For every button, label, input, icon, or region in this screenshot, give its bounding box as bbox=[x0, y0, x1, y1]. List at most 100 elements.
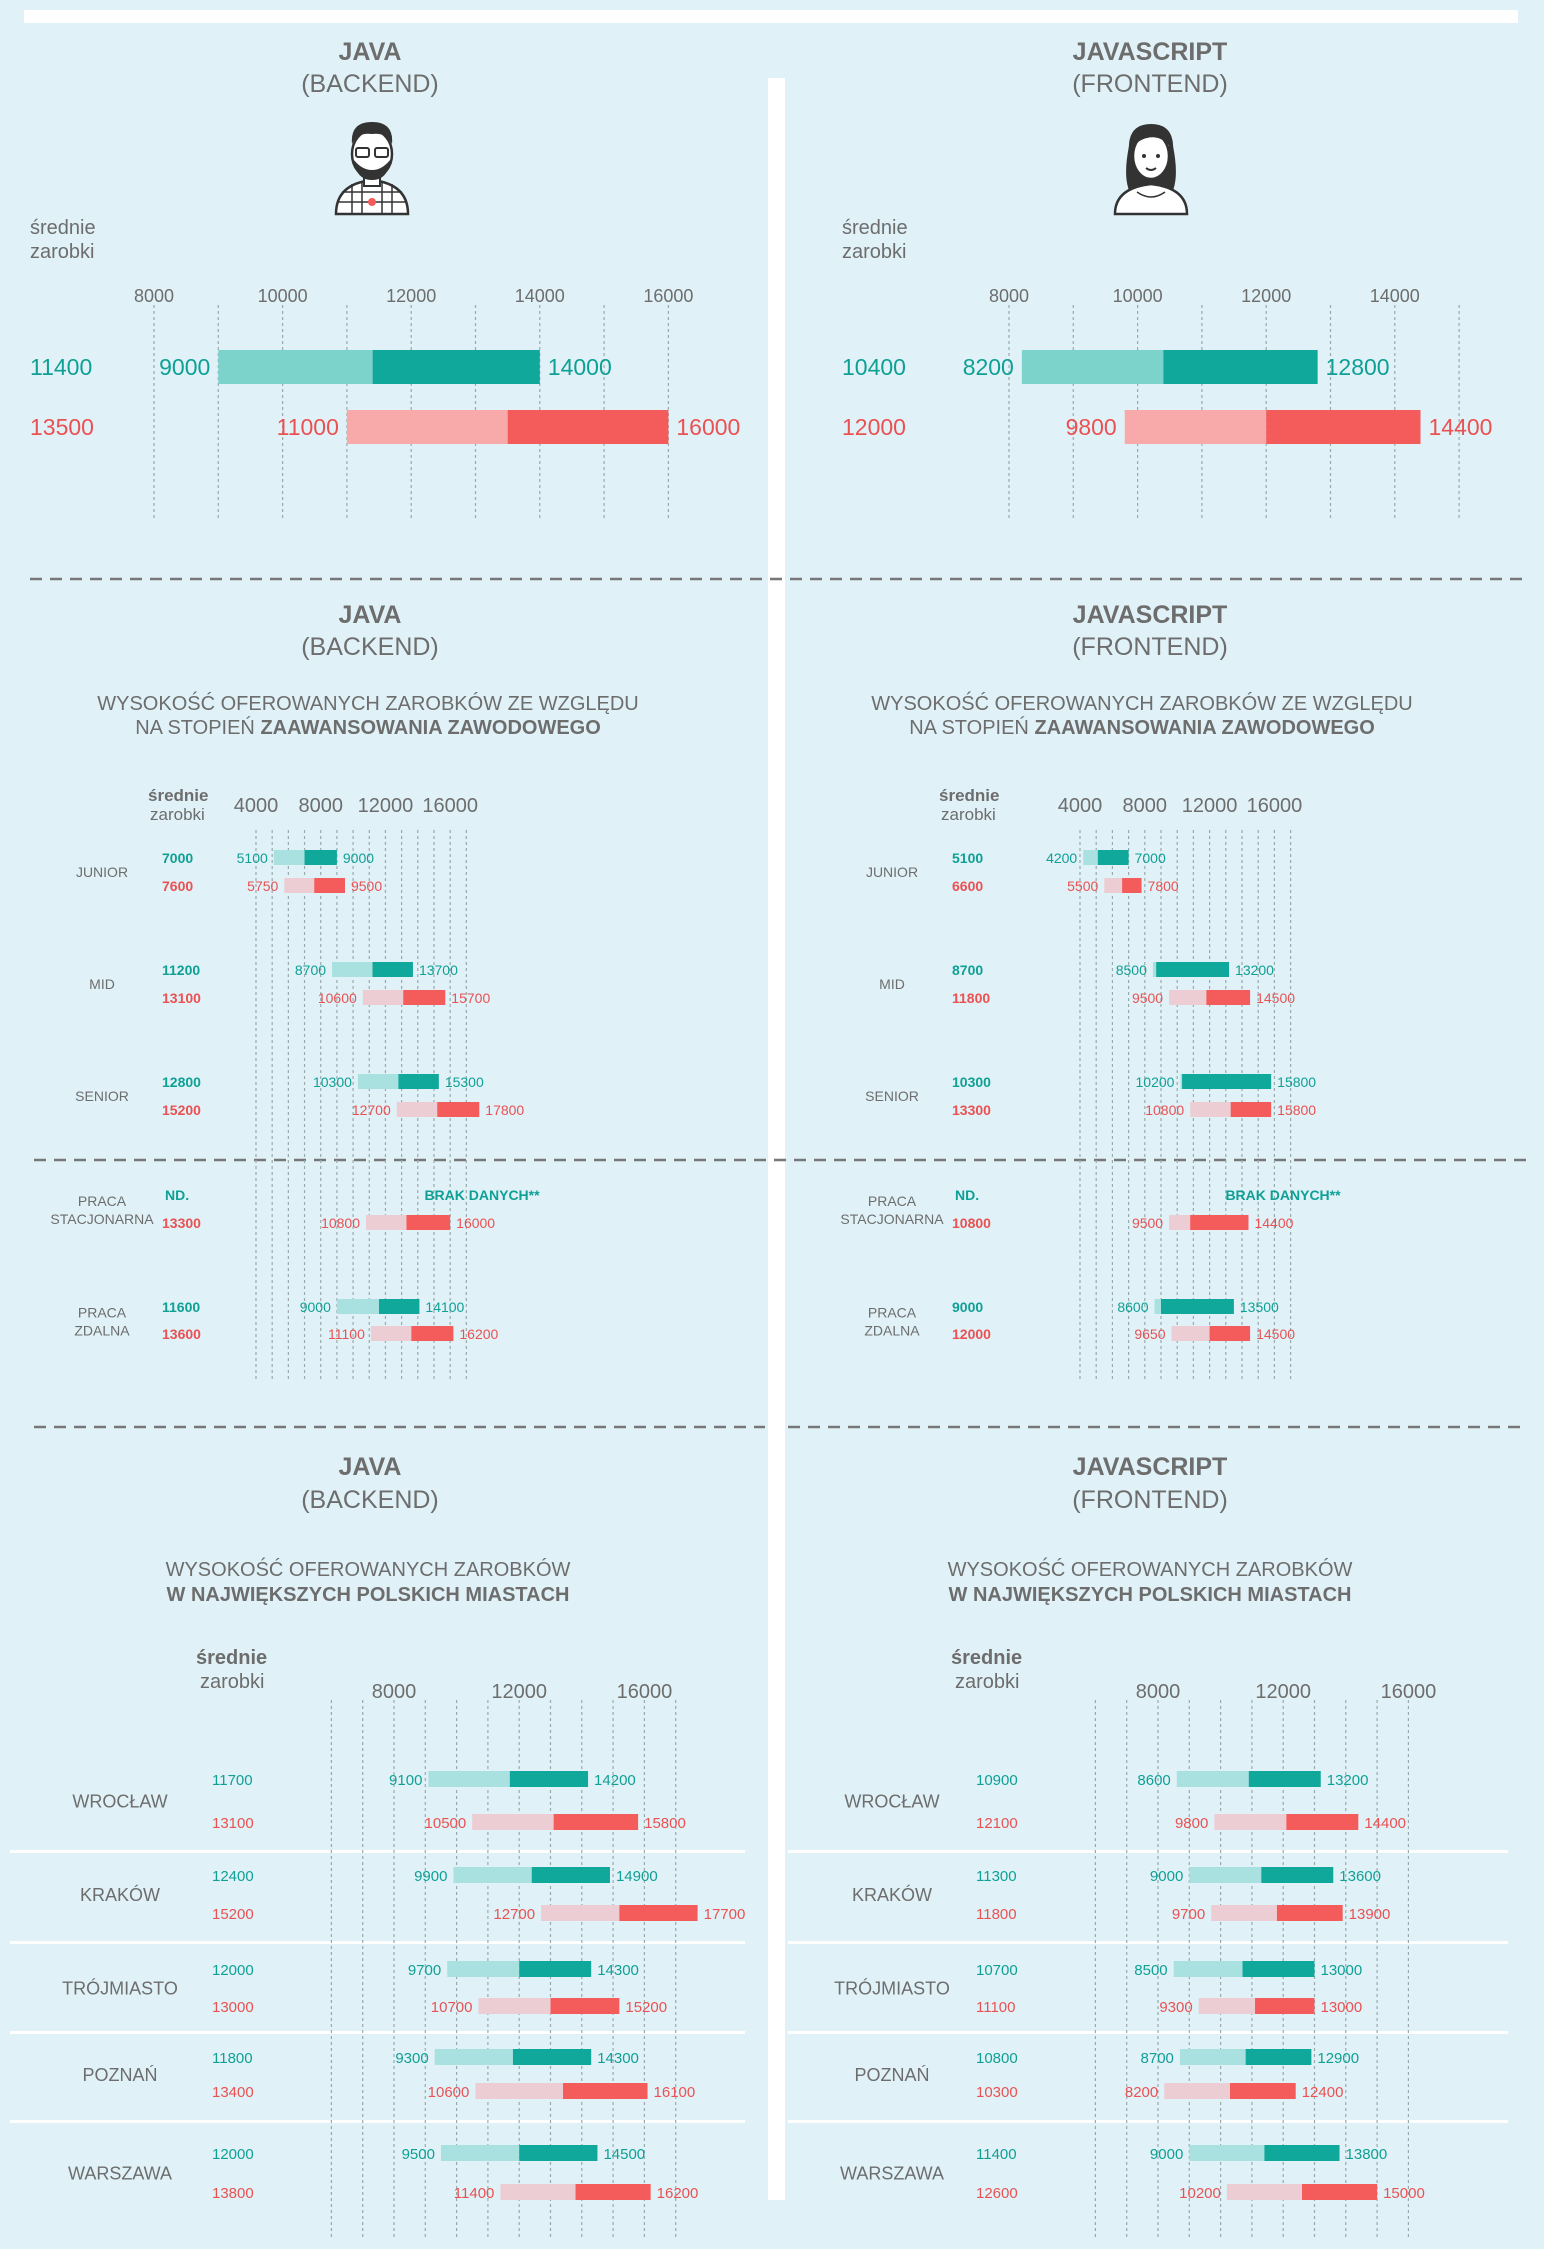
min-value: 10800 bbox=[1145, 1102, 1184, 1118]
tick-label: 16000 bbox=[617, 1681, 673, 1703]
city-row-divider-right-3 bbox=[788, 2120, 1508, 2123]
min-value: 9100 bbox=[389, 1772, 422, 1789]
min-value: 8600 bbox=[1137, 1772, 1170, 1789]
min-value: 8700 bbox=[1141, 2050, 1174, 2067]
level-heading-line1-right: WYSOKOŚĆ OFEROWANYCH ZAROBKÓW ZE WZGLĘDU bbox=[871, 691, 1413, 715]
tick-label: 12000 bbox=[386, 286, 436, 306]
max-value: 15200 bbox=[625, 1999, 667, 2016]
min-value: 5100 bbox=[237, 850, 268, 866]
max-value: 16200 bbox=[657, 2185, 699, 2202]
tick-label: 10000 bbox=[1113, 286, 1163, 306]
javascript-developer-avatar-icon bbox=[1113, 124, 1189, 216]
avg-value: 11400 bbox=[30, 354, 92, 380]
max-value: 14500 bbox=[1256, 990, 1295, 1006]
range-bar-high bbox=[1156, 962, 1230, 977]
avg-value: 11300 bbox=[976, 1868, 1017, 1885]
level-heading-line2-left: NA STOPIEŃ ZAAWANSOWANIA ZAWODOWEGO bbox=[135, 716, 601, 739]
city-label: WROCŁAW bbox=[72, 1792, 167, 1812]
range-bar-high bbox=[1182, 1074, 1272, 1089]
max-value: 17800 bbox=[485, 1102, 524, 1118]
range-bar-high bbox=[1301, 2184, 1378, 2200]
max-value: 7800 bbox=[1148, 878, 1179, 894]
city-row-divider-left-3 bbox=[10, 2120, 745, 2123]
city-row-divider-right-2 bbox=[788, 2031, 1508, 2034]
range-bar-high bbox=[403, 990, 446, 1005]
group-label-line2: ZDALNA bbox=[864, 1323, 920, 1339]
group-label: JUNIOR bbox=[76, 864, 128, 880]
range-bar-low bbox=[357, 1074, 399, 1089]
min-value: 8500 bbox=[1134, 1962, 1167, 1979]
city-row-divider-left-2 bbox=[10, 2031, 745, 2034]
level-heading-bold: ZAAWANSOWANIA ZAWODOWEGO bbox=[260, 717, 600, 739]
avg-value: 12400 bbox=[212, 1868, 254, 1885]
group-label-line1: PRACA bbox=[78, 1305, 127, 1321]
avg-label-word1-s3-0: średnie bbox=[196, 1647, 267, 1669]
avg-value: 12800 bbox=[162, 1074, 201, 1090]
city-heading-line1-left: WYSOKOŚĆ OFEROWANYCH ZAROBKÓW bbox=[166, 1557, 571, 1581]
min-value: 8200 bbox=[963, 354, 1014, 380]
avg-value: 7600 bbox=[162, 878, 193, 894]
min-value: 10200 bbox=[1136, 1074, 1175, 1090]
min-value: 9700 bbox=[408, 1962, 441, 1979]
avg-label-word2-s1-1: zarobki bbox=[842, 241, 906, 263]
min-value: 12700 bbox=[493, 1906, 535, 1923]
tick-label: 8000 bbox=[1123, 795, 1168, 817]
range-bar-high bbox=[507, 410, 669, 444]
min-value: 9500 bbox=[1132, 990, 1163, 1006]
tick-label: 8000 bbox=[1136, 1681, 1181, 1703]
city-label: WROCŁAW bbox=[844, 1792, 939, 1812]
city-label: TRÓJMIASTO bbox=[834, 1978, 950, 1999]
min-value: 9300 bbox=[1159, 1999, 1192, 2016]
group-label-line2: ZDALNA bbox=[74, 1323, 130, 1339]
range-bar-high bbox=[1242, 1961, 1315, 1977]
range-bar-low bbox=[478, 1998, 551, 2014]
max-value: 15800 bbox=[1277, 1102, 1316, 1118]
max-value: 14400 bbox=[1254, 1215, 1293, 1231]
range-bar-high bbox=[1261, 1867, 1334, 1883]
city-label: POZNAŃ bbox=[82, 2065, 157, 2085]
max-value: 13200 bbox=[1235, 962, 1274, 978]
range-bar-low bbox=[1214, 1814, 1287, 1830]
avg-value: 13300 bbox=[162, 1215, 201, 1231]
tick-label: 12000 bbox=[1182, 795, 1238, 817]
tick-label: 12000 bbox=[1241, 286, 1291, 306]
range-bar-low bbox=[1083, 850, 1098, 865]
avg-value: 13400 bbox=[212, 2084, 254, 2101]
range-bar-high bbox=[1255, 1998, 1315, 2014]
avg-value: 10800 bbox=[976, 2050, 1018, 2067]
range-bar-low bbox=[1124, 410, 1267, 444]
avg-value: 10800 bbox=[952, 1215, 991, 1231]
avg-value: 11200 bbox=[162, 962, 200, 978]
avg-value: ND. bbox=[955, 1187, 979, 1203]
max-value: 16000 bbox=[456, 1215, 495, 1231]
range-bar-low bbox=[218, 350, 373, 384]
range-bar-high bbox=[1161, 1299, 1234, 1314]
range-bar-low bbox=[1169, 1215, 1191, 1230]
max-value: 14300 bbox=[597, 1962, 639, 1979]
range-bar-high bbox=[509, 1771, 589, 1787]
group-label-line2: STACJONARNA bbox=[50, 1211, 154, 1227]
min-value: 9900 bbox=[414, 1868, 447, 1885]
city-heading-line1-right: WYSOKOŚĆ OFEROWANYCH ZAROBKÓW bbox=[948, 1557, 1353, 1581]
range-bar-high bbox=[519, 2145, 598, 2161]
range-bar-high bbox=[1266, 410, 1421, 444]
range-bar-low bbox=[453, 1867, 532, 1883]
tick-label: 12000 bbox=[1255, 1681, 1311, 1703]
tick-label: 16000 bbox=[1381, 1681, 1437, 1703]
avg-value: 13800 bbox=[212, 2185, 254, 2202]
chart-layer: JAVA (BACKEND) JAVA (BACKEND) JAVA (BACKEND) J… bbox=[10, 38, 1528, 2240]
group-label: JUNIOR bbox=[866, 864, 918, 880]
min-value: 10600 bbox=[318, 990, 357, 1006]
range-bar-high bbox=[553, 1814, 639, 1830]
avg-value: 11400 bbox=[976, 2146, 1017, 2163]
range-bar-high bbox=[619, 1905, 698, 1921]
min-value: 9500 bbox=[402, 2146, 435, 2163]
max-value: 15300 bbox=[445, 1074, 484, 1090]
range-bar-high bbox=[519, 1961, 592, 1977]
tick-label: 16000 bbox=[1247, 795, 1303, 817]
min-value: 9700 bbox=[1172, 1906, 1205, 1923]
range-bar-high bbox=[1230, 1102, 1272, 1117]
min-value: 11100 bbox=[328, 1326, 365, 1342]
range-bar-low bbox=[1211, 1905, 1277, 1921]
